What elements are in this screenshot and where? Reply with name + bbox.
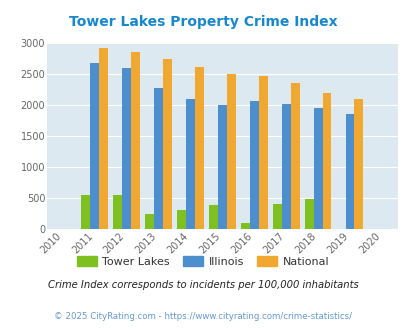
Bar bbox=[81, 195, 90, 229]
Bar bbox=[162, 59, 171, 229]
Bar bbox=[208, 205, 217, 229]
Bar bbox=[90, 63, 99, 229]
Bar bbox=[272, 204, 281, 229]
Bar bbox=[145, 214, 153, 229]
Bar bbox=[113, 195, 122, 229]
Bar bbox=[240, 223, 249, 229]
Bar bbox=[354, 99, 362, 229]
Bar bbox=[217, 105, 226, 229]
Bar bbox=[177, 210, 185, 229]
Bar bbox=[304, 199, 313, 229]
Bar bbox=[290, 83, 299, 229]
Bar bbox=[153, 88, 162, 229]
Bar bbox=[185, 99, 194, 229]
Bar bbox=[249, 101, 258, 229]
Bar bbox=[194, 67, 203, 229]
Bar bbox=[258, 76, 267, 229]
Bar bbox=[322, 93, 330, 229]
Bar bbox=[131, 51, 140, 229]
Bar bbox=[99, 49, 108, 229]
Legend: Tower Lakes, Illinois, National: Tower Lakes, Illinois, National bbox=[72, 251, 333, 271]
Bar bbox=[226, 74, 235, 229]
Bar bbox=[345, 114, 354, 229]
Bar bbox=[313, 108, 322, 229]
Bar bbox=[281, 104, 290, 229]
Text: Tower Lakes Property Crime Index: Tower Lakes Property Crime Index bbox=[68, 15, 337, 29]
Bar bbox=[122, 68, 131, 229]
Text: © 2025 CityRating.com - https://www.cityrating.com/crime-statistics/: © 2025 CityRating.com - https://www.city… bbox=[54, 312, 351, 321]
Text: Crime Index corresponds to incidents per 100,000 inhabitants: Crime Index corresponds to incidents per… bbox=[47, 280, 358, 290]
